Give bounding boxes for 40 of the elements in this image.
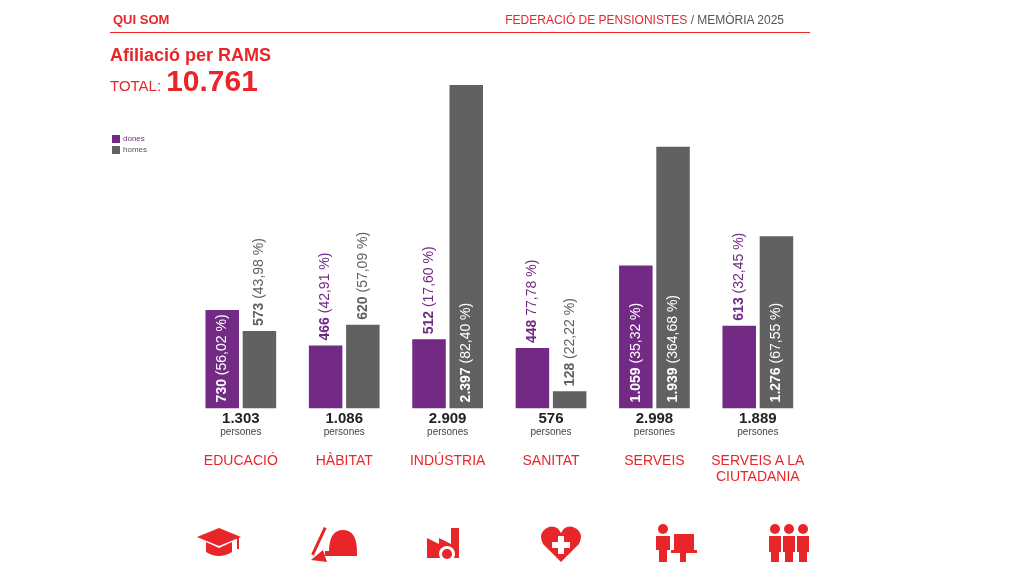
data-label: 1.059 (35,32 %): [626, 302, 643, 403]
bar: [722, 325, 756, 409]
data-label: 620 (57,09 %): [353, 231, 370, 320]
data-label: 1.276 (67,55 %): [767, 302, 784, 403]
data-label: 613 (32,45 %): [730, 232, 747, 321]
chart-subtitle: TOTAL: 10.761: [110, 64, 258, 97]
bar: [515, 347, 550, 409]
data-label: 1.939 (364,68 %): [663, 294, 680, 403]
legend-label: homes: [122, 144, 148, 155]
x-tick-label: EDUCACIÓ: [203, 451, 278, 468]
total-label: 1.086 persones: [323, 409, 365, 438]
legend-label: dones: [122, 133, 146, 144]
bar: [242, 331, 277, 409]
data-label: 448 77,78 %): [523, 259, 540, 343]
chart-title: Afiliació per RAMS: [110, 45, 272, 66]
bar: [449, 85, 483, 409]
data-label: 512 (17,60 %): [419, 246, 436, 335]
bar: [552, 391, 587, 409]
data-label: 730 (56,02 %): [213, 314, 230, 403]
text: / MEMÒRIA 2025: [690, 13, 784, 27]
total-label: 2.998 persones: [633, 409, 676, 438]
x-tick-label: INDÚSTRIA: [409, 451, 487, 468]
text: FEDERACIÓ DE PENSIONISTES: [505, 13, 689, 27]
total-label: 576 persones: [530, 409, 572, 438]
x-tick-label: HÀBITAT: [315, 451, 374, 468]
x-tick-label: SANITAT: [522, 451, 580, 468]
data-label: 128 (22,22 %): [560, 298, 577, 387]
bar: [346, 324, 380, 409]
text: QUI SOM: [113, 12, 170, 27]
x-tick-label: SERVEIS A LA CIUTADANIA: [711, 451, 806, 485]
total-label: 1.889 persones: [737, 409, 779, 438]
data-label: 573 (43,98 %): [250, 238, 267, 327]
total-label: 1.303 persones: [220, 409, 262, 438]
x-tick-label: SERVEIS: [624, 451, 685, 468]
bar: [412, 339, 446, 409]
bar: [656, 146, 690, 409]
bar: [308, 345, 343, 409]
total-label: 2.909 persones: [427, 409, 469, 438]
data-label: 466 (42,91 %): [316, 252, 333, 341]
data-label: 2.397 (82,40 %): [457, 302, 474, 403]
